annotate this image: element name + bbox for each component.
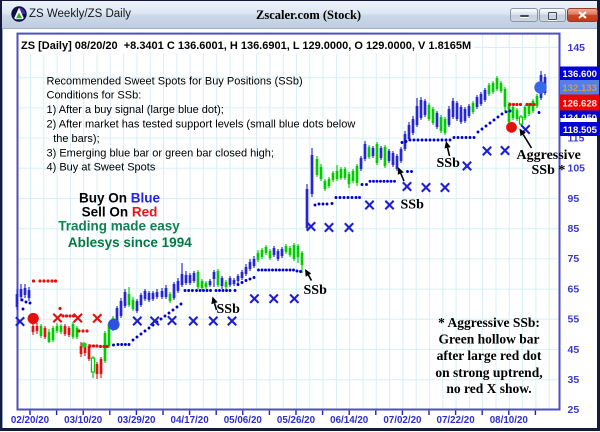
svg-text:136.600: 136.600 (562, 69, 597, 80)
svg-text:07/22/20: 07/22/20 (437, 415, 476, 426)
svg-text:124.050: 124.050 (562, 113, 597, 124)
svg-text:132.133: 132.133 (562, 83, 597, 94)
svg-text:Aggressive: Aggressive (517, 148, 581, 163)
svg-text:4) Buy at Sweet Spots: 4) Buy at Sweet Spots (47, 162, 156, 174)
svg-text:ZS [Daily] 08/20/20 +8.3401 C: ZS [Daily] 08/20/20 +8.3401 C 136.6001, … (21, 40, 471, 52)
svg-text:on strong uptrend,: on strong uptrend, (435, 365, 542, 380)
svg-text:05/06/20: 05/06/20 (224, 415, 263, 426)
svg-text:08/10/20: 08/10/20 (490, 415, 529, 426)
svg-text:SSb: SSb (401, 198, 425, 213)
svg-text:SSb: SSb (217, 302, 241, 317)
svg-text:1) After a buy signal (large b: 1) After a buy signal (large blue dot); (47, 104, 224, 116)
svg-text:07/02/20: 07/02/20 (383, 415, 422, 426)
svg-text:05/26/20: 05/26/20 (277, 415, 316, 426)
svg-text:Recommended Sweet Spots for Bu: Recommended Sweet Spots for Buy Position… (47, 75, 303, 87)
svg-text:Trading made easy: Trading made easy (58, 219, 180, 234)
svg-text:* Aggressive SSb:: * Aggressive SSb: (438, 315, 540, 330)
svg-text:02/20/20: 02/20/20 (11, 415, 50, 426)
svg-text:118.505: 118.505 (563, 125, 598, 136)
svg-text:55: 55 (568, 314, 580, 326)
svg-text:Green hollow bar: Green hollow bar (439, 332, 540, 347)
svg-text:65: 65 (568, 283, 580, 295)
svg-text:145: 145 (568, 42, 586, 54)
svg-text:35: 35 (568, 374, 580, 386)
svg-text:95: 95 (568, 193, 580, 205)
svg-text:25: 25 (568, 404, 580, 416)
svg-text:SSb: SSb (437, 156, 461, 171)
svg-text:Ablesys since 1994: Ablesys since 1994 (68, 235, 192, 250)
svg-text:04/17/20: 04/17/20 (171, 415, 210, 426)
svg-text:SSb: SSb (304, 283, 328, 298)
svg-text:75: 75 (568, 253, 580, 265)
svg-text:06/14/20: 06/14/20 (330, 415, 369, 426)
svg-text:105: 105 (568, 163, 586, 175)
svg-text:03/29/20: 03/29/20 (117, 415, 156, 426)
svg-text:03/10/20: 03/10/20 (64, 415, 103, 426)
svg-text:Sell On Red: Sell On Red (82, 205, 158, 220)
svg-text:85: 85 (568, 223, 580, 235)
svg-text:the bars);: the bars); (53, 133, 99, 145)
svg-text:126.628: 126.628 (562, 99, 597, 110)
svg-text:SSb *: SSb * (532, 163, 566, 178)
svg-text:3) Emerging blue bar or green: 3) Emerging blue bar or green bar closed… (47, 147, 274, 159)
svg-text:no red X show.: no red X show. (446, 381, 531, 396)
svg-text:2) After market has tested sup: 2) After market has tested support level… (47, 119, 356, 131)
svg-text:after large red dot: after large red dot (437, 348, 542, 363)
svg-text:Buy On Blue: Buy On Blue (79, 191, 161, 206)
svg-text:Conditions for SSb:: Conditions for SSb: (47, 90, 142, 102)
svg-text:45: 45 (568, 344, 580, 356)
